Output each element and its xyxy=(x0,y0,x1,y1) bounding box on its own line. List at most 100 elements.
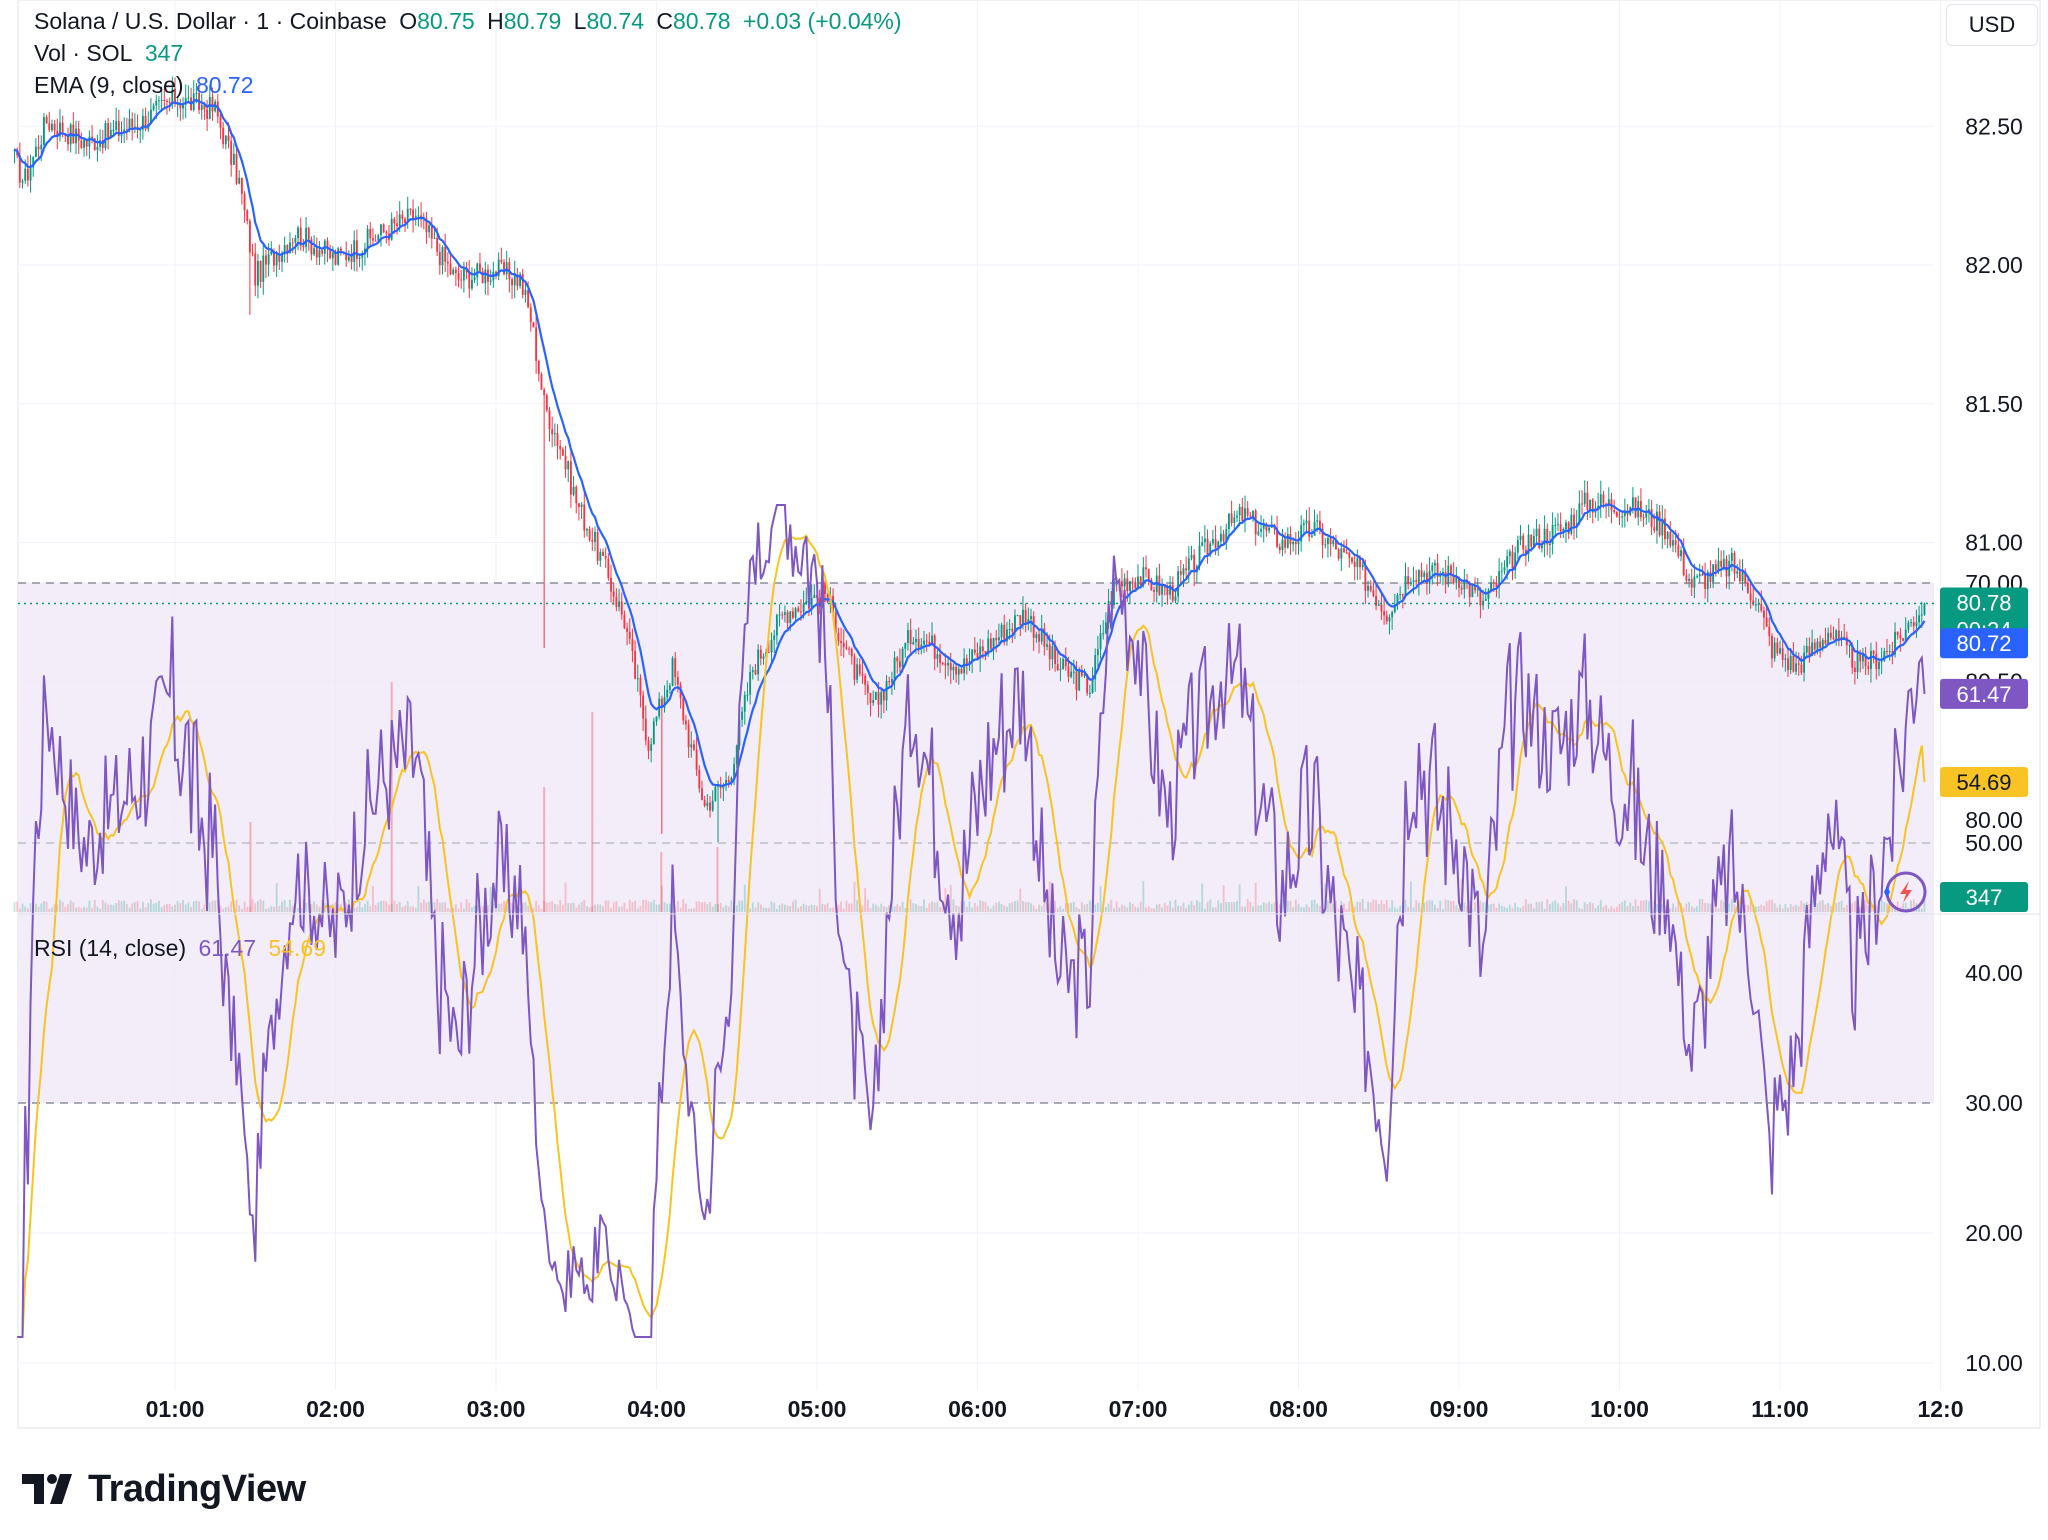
volume-bar xyxy=(61,901,64,912)
volume-bar xyxy=(412,906,415,912)
symbol-title[interactable]: Solana / U.S. Dollar · 1 · Coinbase xyxy=(34,8,387,34)
candle-body xyxy=(85,140,88,147)
candle-body xyxy=(845,647,848,649)
ema-legend[interactable]: EMA (9, close) 80.72 xyxy=(34,72,260,99)
candle-body xyxy=(1278,546,1281,551)
volume-bar xyxy=(701,902,703,912)
candle-body xyxy=(1808,645,1811,657)
volume-bar xyxy=(1880,899,1883,912)
time-tick-label: 12:0 xyxy=(1917,1396,1963,1422)
candle-body xyxy=(1104,622,1107,634)
volume-bar xyxy=(1409,881,1412,912)
candle-body xyxy=(144,115,147,130)
candle-body xyxy=(885,681,888,701)
volume-bar xyxy=(297,908,299,912)
volume-bar xyxy=(1209,899,1212,912)
candle-body xyxy=(1896,631,1899,636)
volume-bar xyxy=(1827,902,1830,912)
candle-body xyxy=(1602,494,1605,504)
candle-body xyxy=(1393,604,1396,613)
candle-body xyxy=(1131,581,1134,583)
tradingview-logo[interactable]: TradingView xyxy=(22,1464,306,1514)
candlestick-series[interactable] xyxy=(13,76,1926,843)
volume-bar xyxy=(337,903,340,912)
candle-body xyxy=(1072,671,1075,673)
candle-body xyxy=(1436,562,1439,577)
candle-body xyxy=(984,651,987,655)
last-price-badge-text: 80.78 xyxy=(1956,591,2011,616)
volume-bar xyxy=(1546,899,1549,912)
candle-body xyxy=(1546,528,1549,545)
volume-bar xyxy=(698,901,701,912)
symbol-legend[interactable]: Solana / U.S. Dollar · 1 · Coinbase O80.… xyxy=(34,8,908,35)
candle-body xyxy=(1853,667,1856,672)
volume-bar xyxy=(249,822,252,912)
volume-bar xyxy=(1169,900,1172,912)
candle-body xyxy=(920,644,923,648)
candle-body xyxy=(794,608,797,618)
volume-bar xyxy=(198,901,201,912)
volume-bar xyxy=(1910,900,1913,912)
time-tick-label: 11:00 xyxy=(1751,1396,1809,1422)
candle-body xyxy=(850,648,853,657)
volume-bar xyxy=(805,905,808,912)
candle-body xyxy=(1361,564,1364,568)
volume-bar xyxy=(361,907,364,912)
volume-bar xyxy=(190,906,192,912)
volume-bar xyxy=(1883,901,1886,912)
candle-body xyxy=(1193,554,1196,573)
volume-bar xyxy=(1096,902,1099,912)
volume-bar xyxy=(1005,906,1008,912)
volume-bar xyxy=(901,901,904,912)
volume-bar xyxy=(778,905,781,912)
volume-bar xyxy=(160,907,163,912)
volume-bar xyxy=(775,908,778,912)
time-axis[interactable]: 01:00 02:00 03:00 04:00 05:00 06:00 07:00 08:00… xyxy=(146,1396,1964,1422)
volume-bar xyxy=(1709,903,1712,912)
volume-bar xyxy=(390,903,393,912)
candle-body xyxy=(1669,531,1672,546)
volume-bar xyxy=(569,903,572,912)
candle-body xyxy=(1530,534,1533,547)
volume-bar xyxy=(1268,901,1271,912)
lightning-bolt-icon[interactable] xyxy=(1884,871,1927,913)
volume-bar xyxy=(1645,899,1648,912)
volume-bar xyxy=(591,712,594,912)
volume-bar xyxy=(898,906,901,912)
volume-bars xyxy=(13,682,1926,912)
volume-bar xyxy=(1190,901,1193,912)
candle-body xyxy=(1217,541,1220,549)
volume-bar xyxy=(789,906,792,912)
currency-button[interactable]: USD xyxy=(1946,4,2038,46)
candle-body xyxy=(1187,558,1190,571)
volume-legend[interactable]: Vol · SOL 347 xyxy=(34,40,189,67)
volume-bar xyxy=(602,906,604,912)
candle-body xyxy=(698,769,701,789)
candle-body xyxy=(655,716,658,722)
volume-bar xyxy=(607,900,610,912)
candle-body xyxy=(805,601,808,604)
candle-body xyxy=(1027,618,1030,624)
candle-body xyxy=(532,322,535,328)
candle-body xyxy=(767,651,770,653)
volume-bar xyxy=(577,904,580,912)
rsi-legend[interactable]: RSI (14, close) 61.47 54.69 xyxy=(34,935,332,962)
candle-body xyxy=(1014,615,1016,632)
volume-bar xyxy=(757,902,760,912)
volume-bar xyxy=(1131,903,1134,912)
volume-bar xyxy=(1781,908,1784,912)
volume-bar xyxy=(214,900,217,912)
candle-body xyxy=(1345,552,1348,554)
candle-body xyxy=(826,594,829,603)
candle-body xyxy=(1134,581,1137,589)
candle-body xyxy=(21,180,24,183)
volume-bar xyxy=(1754,906,1757,912)
candle-body xyxy=(1324,544,1327,546)
volume-bar xyxy=(955,905,958,912)
candle-body xyxy=(1460,587,1463,590)
candle-body xyxy=(1318,520,1321,529)
volume-bar xyxy=(224,907,227,912)
